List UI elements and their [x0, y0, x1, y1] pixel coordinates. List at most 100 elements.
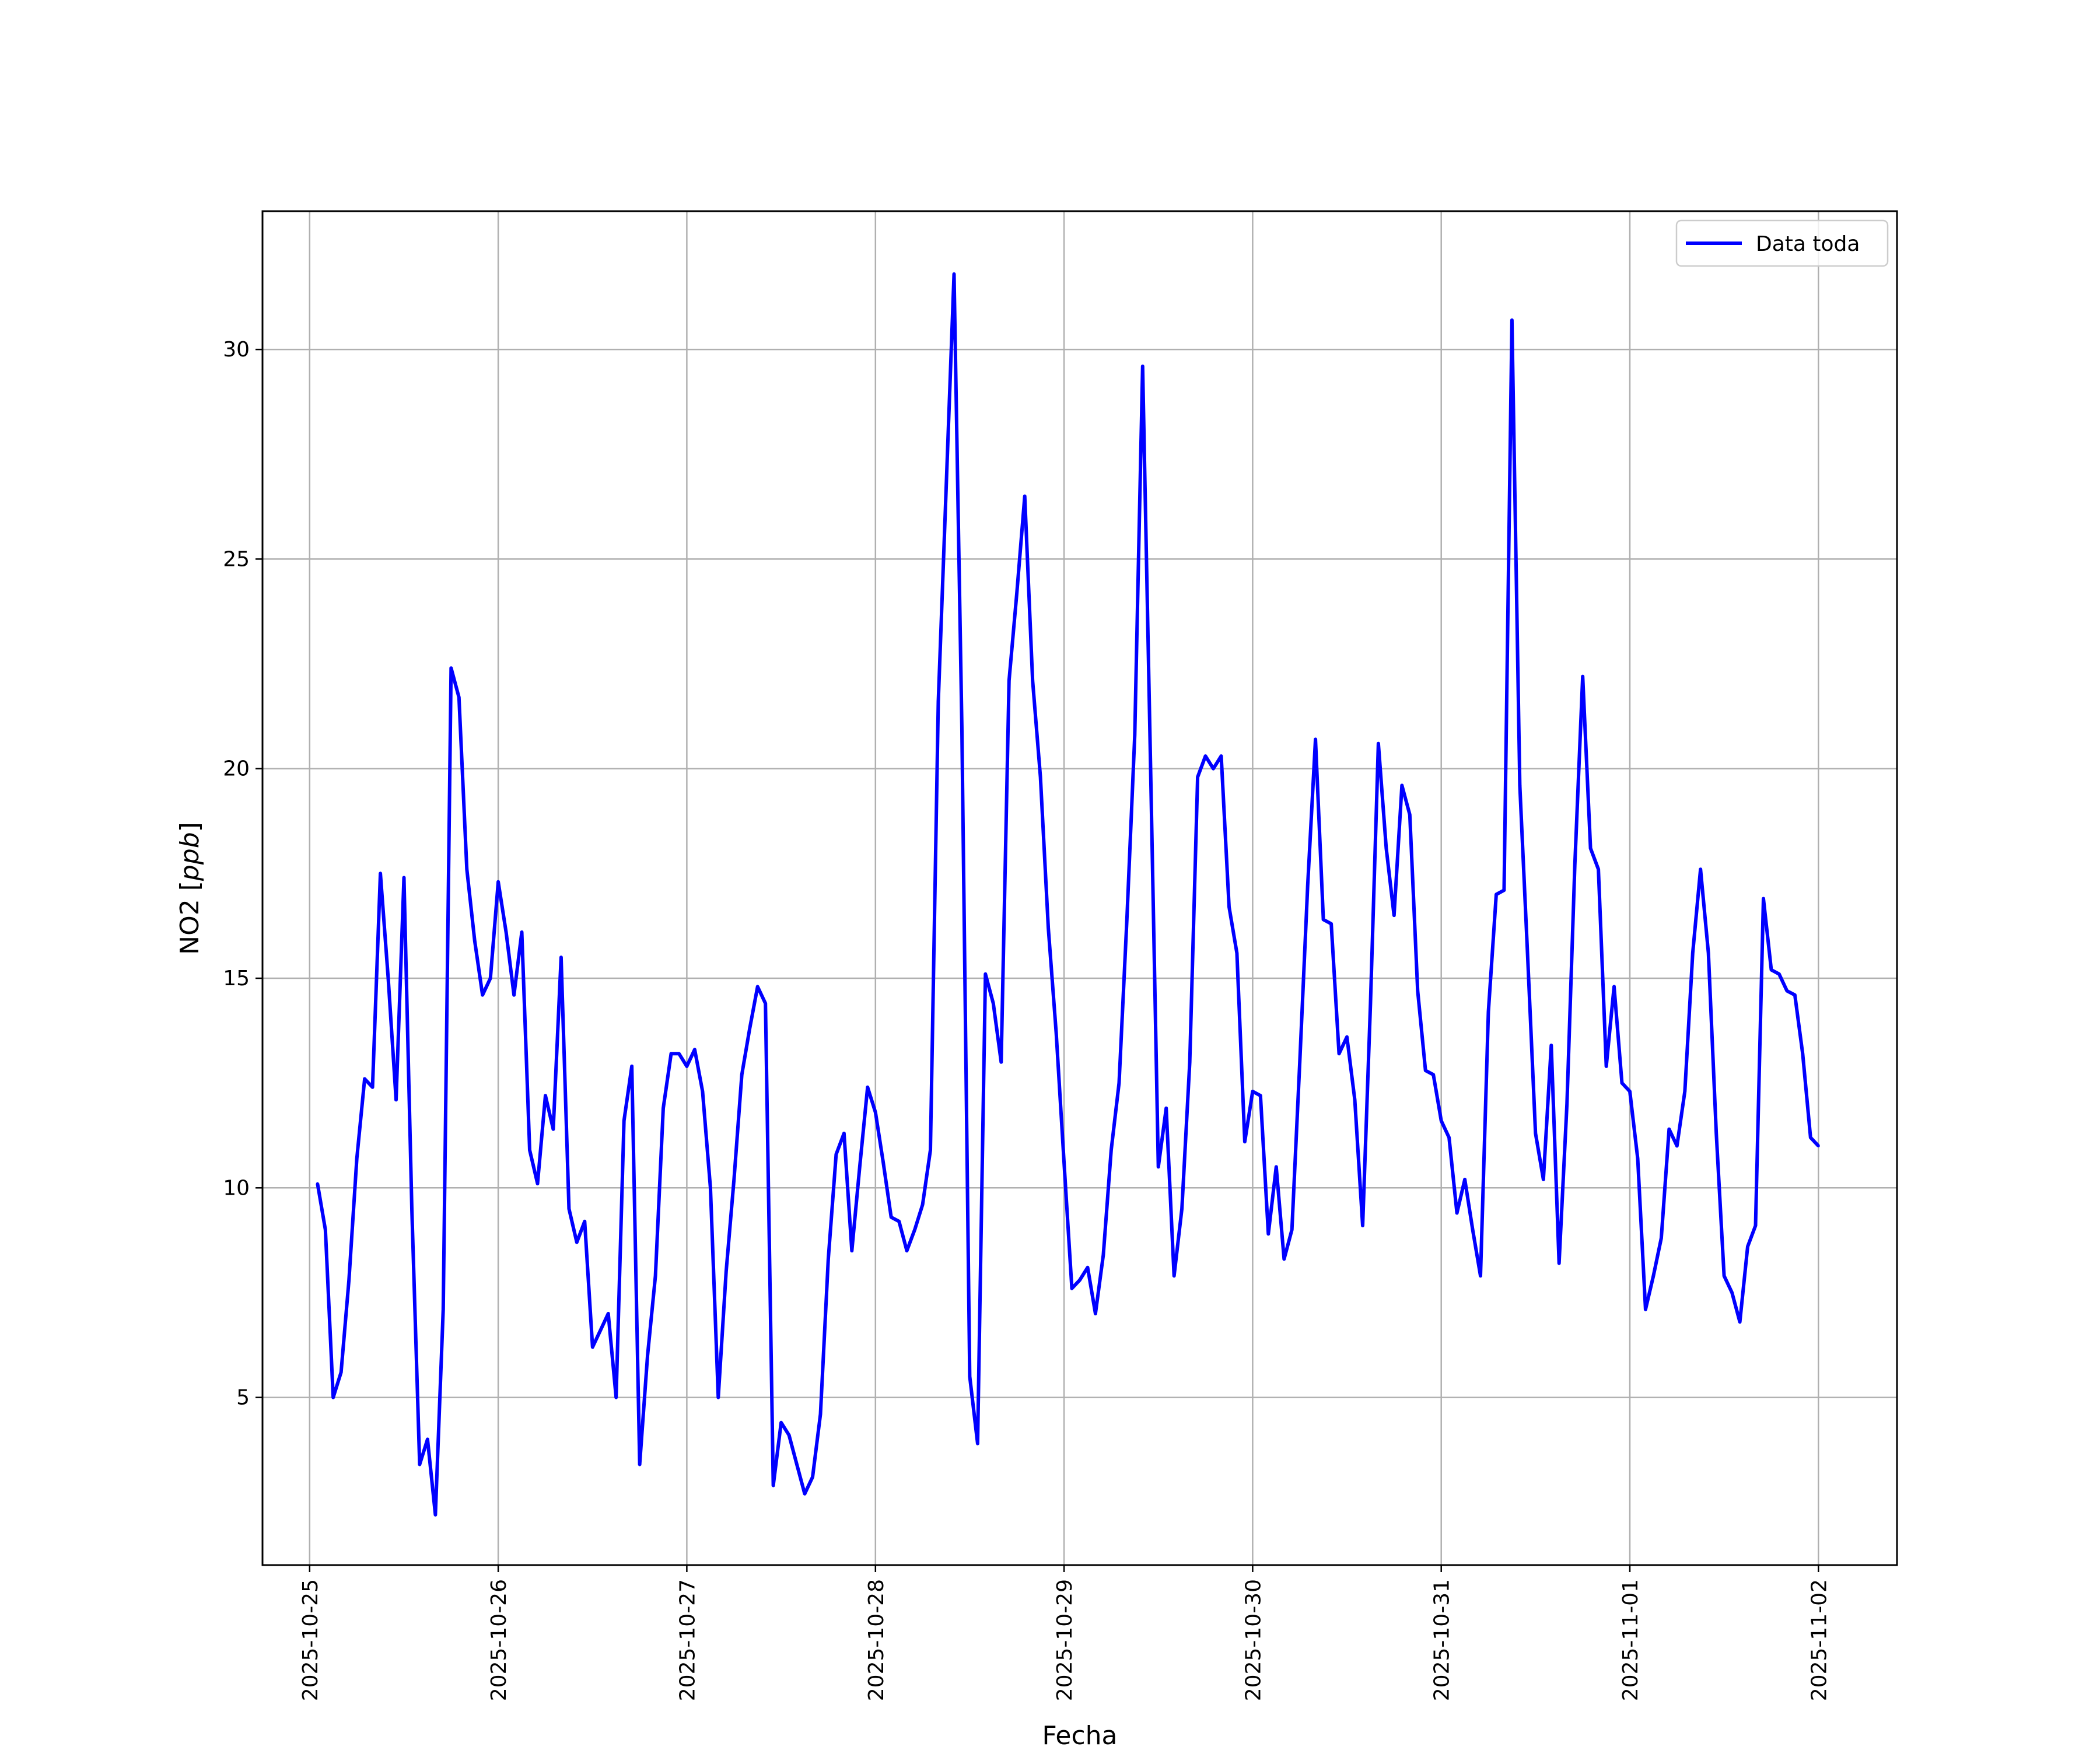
x-axis-title: Fecha: [1042, 1721, 1117, 1750]
data-point: [607, 1312, 610, 1315]
data-point: [331, 1396, 335, 1399]
data-point: [418, 1463, 421, 1466]
data-point: [1204, 754, 1207, 758]
data-point: [1015, 591, 1019, 594]
data-point: [772, 1484, 775, 1487]
data-point: [1266, 1232, 1270, 1236]
data-point: [1510, 318, 1514, 322]
data-point: [1432, 1073, 1435, 1076]
data-point: [1416, 989, 1419, 993]
data-point: [1141, 365, 1144, 368]
data-point: [1070, 1287, 1073, 1290]
data-point: [1039, 775, 1042, 779]
data-point: [670, 1052, 673, 1055]
data-point: [1542, 1178, 1545, 1181]
data-point: [779, 1421, 783, 1424]
data-point: [913, 1228, 916, 1231]
data-point: [1188, 1060, 1192, 1064]
y-tick-label: 20: [223, 757, 250, 781]
data-point: [347, 1278, 351, 1282]
axis-ticks: 5 10 15 20 25 30 2025-10-25 2025-10-26 2025-10-2…: [223, 338, 1831, 1701]
data-point: [1605, 1065, 1608, 1068]
data-point: [1770, 968, 1773, 972]
x-tick-label: 2025-10-28: [864, 1579, 888, 1701]
data-point: [1620, 1082, 1623, 1085]
data-point: [575, 1241, 579, 1244]
y-tick-label: 10: [223, 1176, 250, 1200]
data-point: [1290, 1228, 1294, 1231]
data-point: [583, 1220, 586, 1223]
data-point: [1455, 1211, 1459, 1214]
data-point: [1667, 1128, 1671, 1131]
data-point: [1031, 679, 1034, 682]
data-point: [1762, 897, 1765, 900]
data-point: [520, 930, 523, 934]
data-point: [953, 272, 956, 276]
data-point: [1329, 922, 1333, 926]
y-tick-label: 30: [223, 338, 250, 362]
data-point: [1157, 1165, 1160, 1168]
data-point: [1518, 783, 1521, 787]
data-point: [1675, 1144, 1679, 1147]
data-point: [1392, 914, 1396, 917]
x-tick-label: 2025-10-29: [1053, 1579, 1077, 1701]
data-point: [496, 880, 500, 884]
legend: Data toda: [1675, 219, 1889, 267]
data-point: [1361, 1224, 1364, 1227]
data-point: [544, 1094, 547, 1097]
data-point: [465, 867, 468, 871]
data-point: [1651, 1274, 1655, 1278]
data-point: [701, 1090, 704, 1093]
data-point: [1007, 679, 1011, 682]
data-point: [795, 1463, 799, 1466]
data-point: [1424, 1069, 1427, 1072]
data-point: [685, 1065, 688, 1068]
data-point: [850, 1249, 853, 1252]
grid-lines: [262, 211, 1897, 1565]
data-point: [1809, 1136, 1812, 1139]
data-point: [638, 1463, 642, 1466]
data-point: [1101, 1253, 1105, 1256]
data-point: [567, 1207, 570, 1210]
data-point: [1125, 918, 1129, 921]
data-point: [457, 696, 461, 699]
data-point: [1487, 1010, 1490, 1013]
data-point: [1628, 1090, 1632, 1093]
series-line-data-toda: [316, 272, 1820, 1517]
x-tick-label: 2025-11-02: [1807, 1579, 1831, 1701]
data-point: [709, 1186, 712, 1189]
data-point: [1235, 951, 1238, 955]
data-point: [1644, 1308, 1647, 1311]
data-point: [1801, 1052, 1804, 1055]
data-point: [1282, 1257, 1286, 1261]
data-point: [1581, 675, 1584, 678]
data-point: [1558, 1262, 1561, 1265]
data-point: [324, 1228, 327, 1231]
data-point: [827, 1257, 830, 1261]
data-point: [1723, 1274, 1726, 1278]
data-point: [1078, 1278, 1082, 1282]
data-point: [630, 1065, 634, 1068]
data-point: [1738, 1320, 1742, 1324]
data-point: [662, 1107, 665, 1110]
data-point: [1023, 495, 1027, 498]
data-point: [1094, 1312, 1097, 1315]
x-tick-label: 2025-10-25: [299, 1579, 323, 1701]
data-point: [316, 1182, 319, 1185]
data-point: [355, 1157, 359, 1160]
data-point: [1660, 1237, 1663, 1240]
data-point: [536, 1182, 539, 1185]
data-point: [693, 1048, 696, 1051]
data-point: [1062, 1161, 1066, 1164]
data-point: [677, 1052, 681, 1055]
data-point: [1636, 1157, 1639, 1160]
data-point: [858, 1165, 862, 1168]
data-point: [1549, 1044, 1553, 1047]
data-point: [748, 1027, 751, 1030]
data-point: [1400, 783, 1404, 787]
y-tick-label: 5: [236, 1386, 250, 1410]
data-point: [1377, 742, 1380, 746]
data-point: [1243, 1140, 1247, 1143]
y-axis-title-suffix: ]: [175, 822, 205, 832]
data-point: [379, 872, 382, 875]
